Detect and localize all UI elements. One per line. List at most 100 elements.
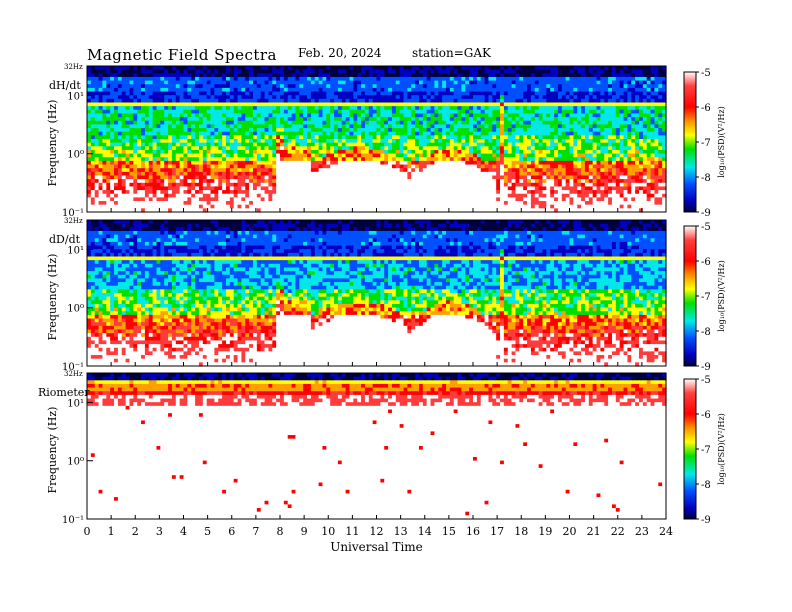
heatmap-cell: [407, 88, 411, 92]
heatmap-cell: [311, 103, 315, 107]
heatmap-cell: [651, 81, 655, 85]
heatmap-cell: [612, 73, 616, 77]
heatmap-cell: [214, 77, 218, 81]
heatmap-cell: [465, 95, 469, 99]
heatmap-cell: [612, 70, 616, 74]
heatmap-cell: [612, 92, 616, 96]
heatmap-cell: [461, 92, 465, 96]
heatmap-cell: [392, 88, 396, 92]
heatmap-cell: [380, 88, 384, 92]
heatmap-cell: [176, 103, 180, 107]
heatmap-cell: [542, 70, 546, 74]
heatmap-cell: [272, 110, 276, 114]
heatmap-cell: [504, 81, 508, 85]
heatmap-cell: [315, 99, 319, 103]
heatmap-cell: [261, 103, 265, 107]
heatmap-cell: [211, 77, 215, 81]
heatmap-cell: [311, 73, 315, 77]
heatmap-cell: [361, 92, 365, 96]
heatmap-cell: [180, 66, 184, 70]
heatmap-cell: [203, 106, 207, 110]
heatmap-cell: [102, 73, 106, 77]
heatmap-cell: [373, 70, 377, 74]
heatmap-cell: [95, 110, 99, 114]
heatmap-cell: [631, 106, 635, 110]
heatmap-cell: [164, 110, 168, 114]
heatmap-cell: [110, 92, 114, 96]
heatmap-cell: [542, 81, 546, 85]
heatmap-cell: [431, 88, 435, 92]
heatmap-cell: [492, 92, 496, 96]
heatmap-cell: [627, 73, 631, 77]
heatmap-cell: [581, 73, 585, 77]
heatmap-cell: [442, 66, 446, 70]
heatmap-cell: [230, 92, 234, 96]
heatmap-cell: [558, 73, 562, 77]
heatmap-cell: [322, 103, 326, 107]
heatmap-cell: [187, 92, 191, 96]
heatmap-cell: [265, 103, 269, 107]
heatmap-cell: [230, 81, 234, 85]
heatmap-cell: [535, 106, 539, 110]
heatmap-cell: [141, 95, 145, 99]
heatmap-cell: [411, 77, 415, 81]
heatmap-cell: [102, 95, 106, 99]
heatmap-cell: [338, 103, 342, 107]
heatmap-cell: [546, 88, 550, 92]
heatmap-cell: [531, 92, 535, 96]
heatmap-cell: [207, 81, 211, 85]
heatmap-cell: [184, 84, 188, 88]
heatmap-cell: [261, 73, 265, 77]
heatmap-cell: [207, 77, 211, 81]
heatmap-cell: [292, 88, 296, 92]
heatmap-cell: [195, 77, 199, 81]
heatmap-cell: [214, 106, 218, 110]
heatmap-cell: [384, 103, 388, 107]
heatmap-cell: [234, 77, 238, 81]
heatmap-cell: [423, 92, 427, 96]
heatmap-cell: [126, 73, 130, 77]
heatmap-cell: [461, 66, 465, 70]
heatmap-cell: [542, 103, 546, 107]
heatmap-cell: [508, 88, 512, 92]
heatmap-cell: [95, 103, 99, 107]
heatmap-cell: [388, 95, 392, 99]
heatmap-cell: [577, 106, 581, 110]
heatmap-cell: [234, 88, 238, 92]
heatmap-cell: [388, 84, 392, 88]
heatmap-cell: [542, 66, 546, 70]
heatmap-cell: [349, 99, 353, 103]
heatmap-cell: [377, 103, 381, 107]
heatmap-cell: [126, 103, 130, 107]
heatmap-cell: [566, 103, 570, 107]
heatmap-cell: [99, 77, 103, 81]
heatmap-cell: [508, 106, 512, 110]
heatmap-cell: [95, 92, 99, 96]
heatmap-cell: [222, 99, 226, 103]
heatmap-cell: [334, 99, 338, 103]
heatmap-cell: [431, 66, 435, 70]
heatmap-cell: [404, 106, 408, 110]
heatmap-cell: [346, 66, 350, 70]
heatmap-cell: [280, 95, 284, 99]
heatmap-cell: [346, 77, 350, 81]
heatmap-cell: [624, 95, 628, 99]
heatmap-cell: [311, 81, 315, 85]
heatmap-cell: [492, 84, 496, 88]
heatmap-cell: [465, 103, 469, 107]
heatmap-cell: [488, 77, 492, 81]
heatmap-cell: [377, 99, 381, 103]
heatmap-cell: [515, 99, 519, 103]
heatmap-cell: [129, 106, 133, 110]
heatmap-cell: [349, 110, 353, 114]
heatmap-cell: [299, 81, 303, 85]
heatmap-cell: [315, 77, 319, 81]
heatmap-cell: [129, 84, 133, 88]
heatmap-cell: [616, 106, 620, 110]
heatmap-cell: [207, 92, 211, 96]
heatmap-cell: [295, 110, 299, 114]
heatmap-cell: [369, 77, 373, 81]
heatmap-cell: [546, 95, 550, 99]
heatmap-cell: [654, 81, 658, 85]
heatmap-cell: [635, 99, 639, 103]
